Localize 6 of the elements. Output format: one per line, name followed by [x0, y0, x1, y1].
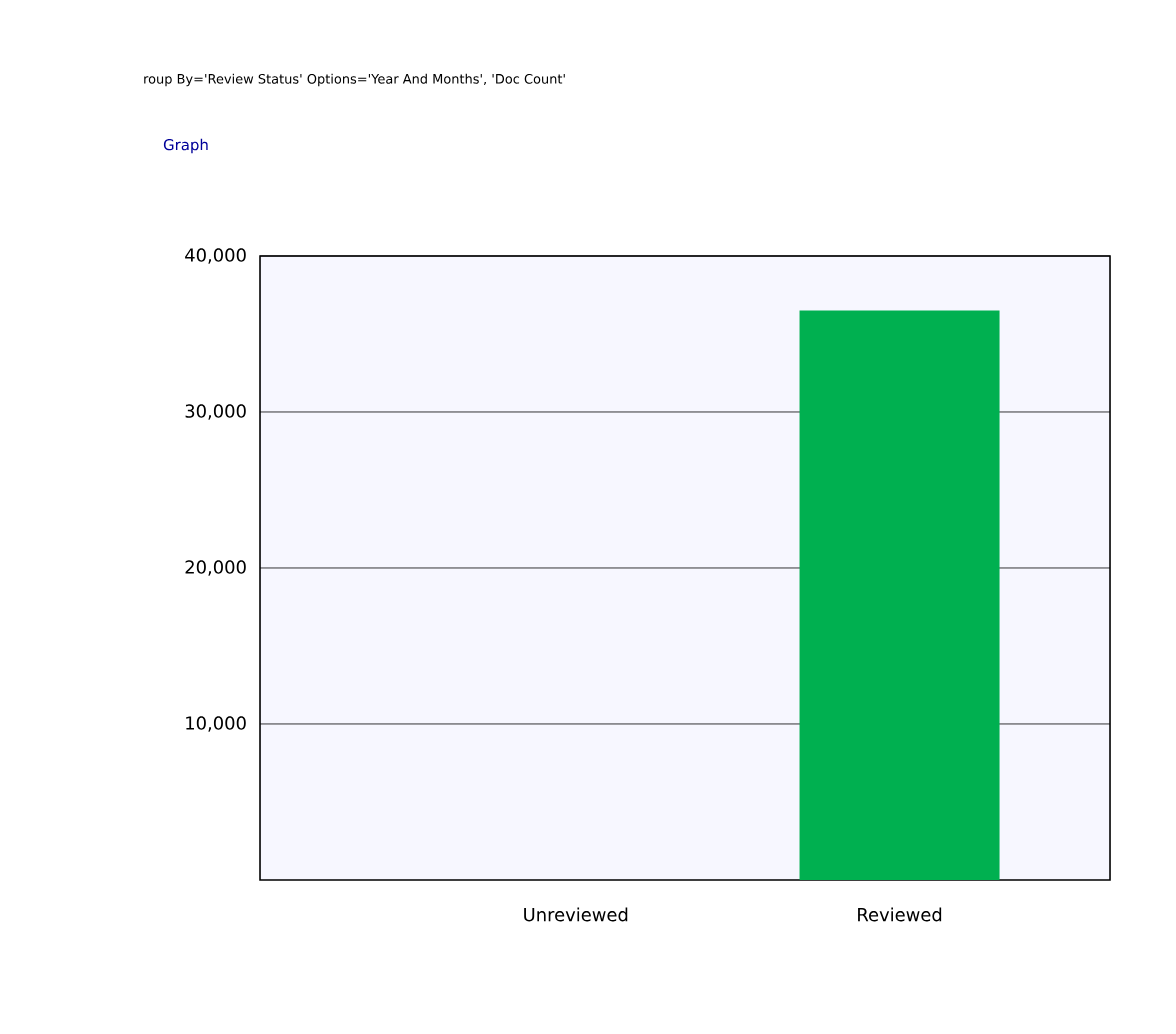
x-tick-label: Reviewed: [858, 907, 942, 922]
y-tick-label: 40,000: [185, 248, 246, 264]
y-tick-label: 10,000: [186, 716, 246, 732]
y-tick-label: 30,000: [185, 404, 246, 420]
y-tick-label: 20,000: [185, 560, 246, 576]
x-tick-label: Unreviewed: [524, 907, 628, 922]
